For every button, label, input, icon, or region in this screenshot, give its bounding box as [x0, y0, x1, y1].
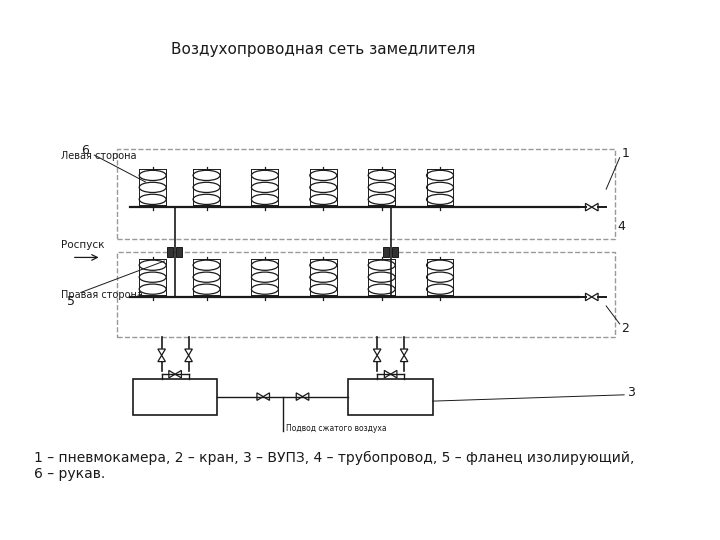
Text: Левая сторона: Левая сторона	[61, 151, 137, 161]
Text: 5: 5	[68, 295, 76, 308]
Bar	[167, 247, 174, 257]
Text: 1 – пневмокамера, 2 – кран, 3 – ВУПЗ, 4 – трубопровод, 5 – фланец изолирующий,
6: 1 – пневмокамера, 2 – кран, 3 – ВУПЗ, 4 …	[34, 450, 634, 481]
Bar	[392, 247, 398, 257]
Text: 3: 3	[627, 386, 635, 399]
Bar	[133, 379, 217, 415]
Bar	[348, 379, 433, 415]
Bar	[117, 148, 615, 239]
Bar	[176, 247, 182, 257]
Text: Подвод сжатого воздуха: Подвод сжатого воздуха	[287, 424, 387, 434]
Bar	[117, 252, 615, 338]
Text: Правая сторона: Правая сторона	[61, 289, 143, 300]
Text: 4: 4	[618, 220, 626, 233]
Text: Воздухопроводная сеть замедлителя: Воздухопроводная сеть замедлителя	[171, 43, 475, 57]
Text: 6: 6	[81, 144, 89, 157]
Text: 1: 1	[621, 147, 629, 160]
Text: 2: 2	[621, 322, 629, 335]
Bar	[382, 247, 389, 257]
Text: Роспуск: Роспуск	[61, 240, 104, 250]
